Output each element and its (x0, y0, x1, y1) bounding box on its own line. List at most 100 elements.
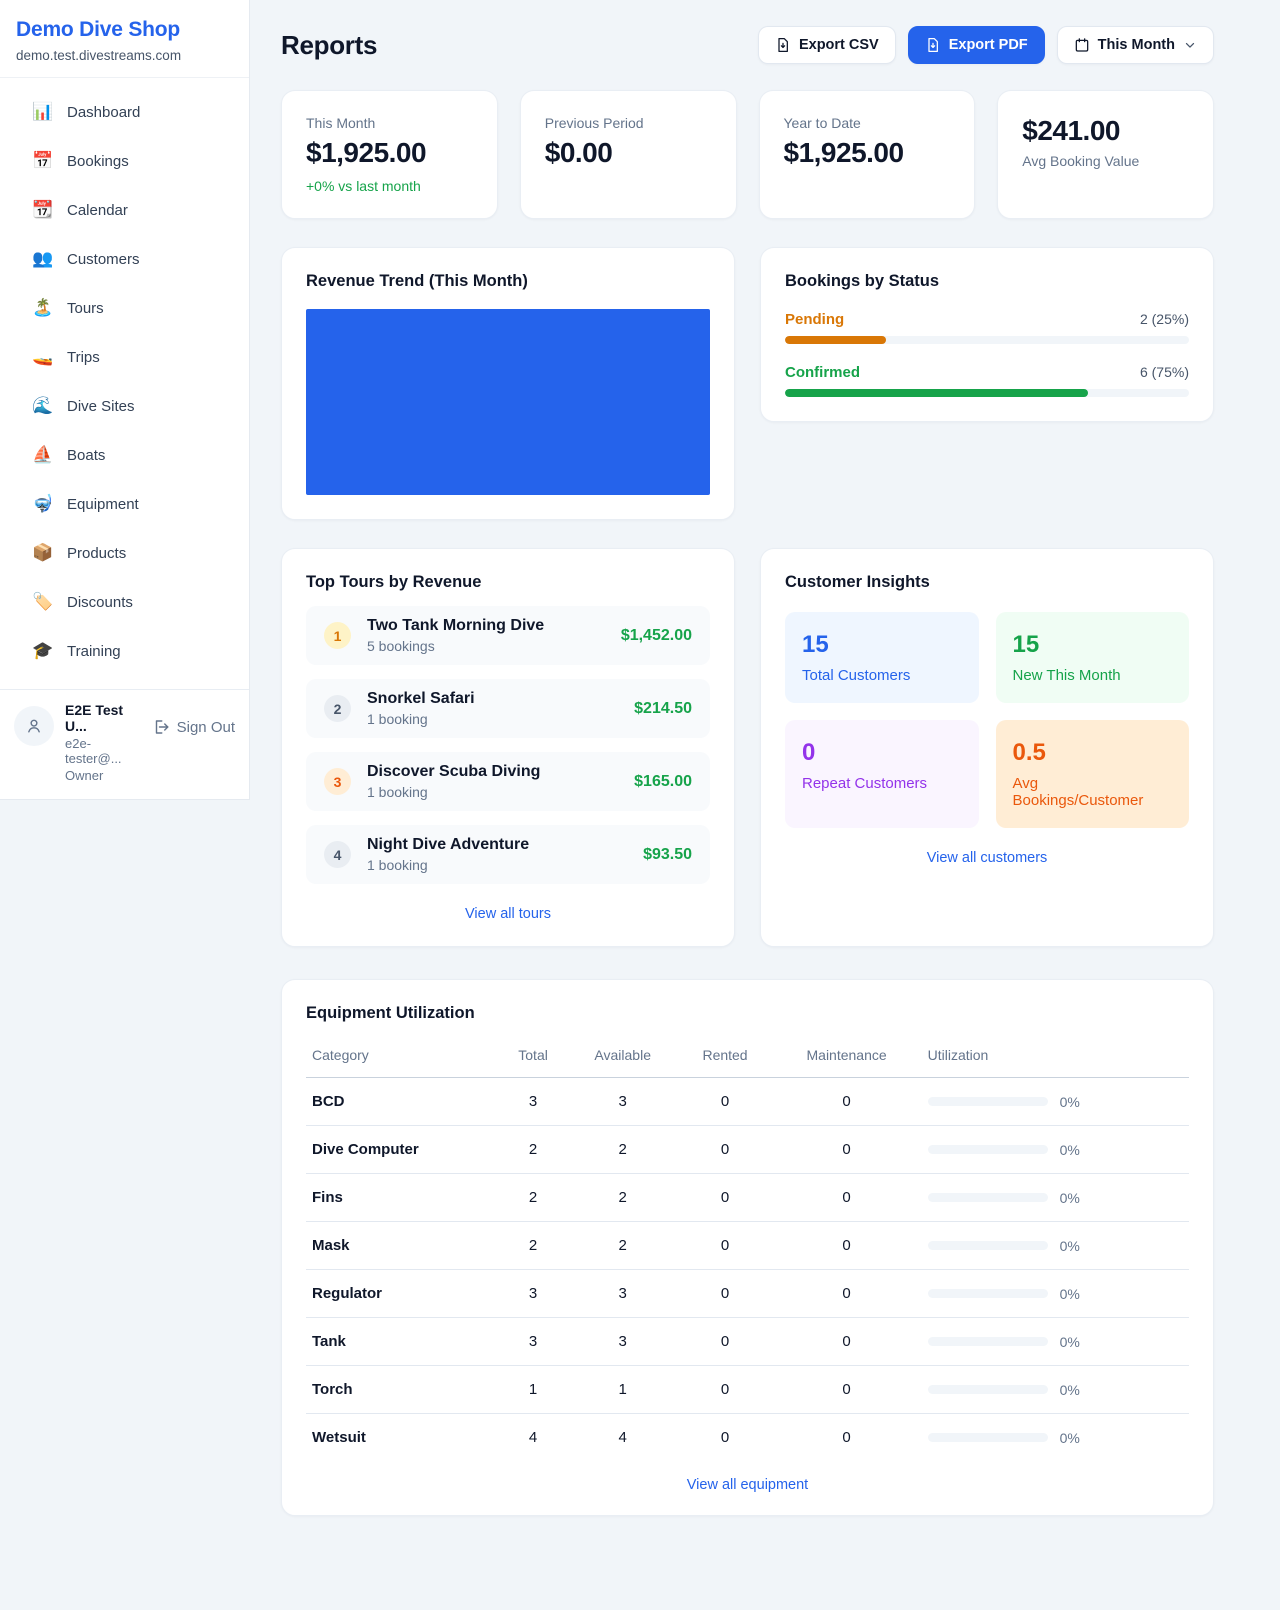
insight-tiles: 15 Total Customers 15 New This Month 0 R… (785, 612, 1189, 828)
equipment-table: Category Total Available Rented Maintena… (306, 1037, 1189, 1461)
insight-tile-repeat-customers: 0 Repeat Customers (785, 720, 979, 828)
stat-label: Previous Period (544, 115, 644, 131)
view-all-tours-link[interactable]: View all tours (306, 906, 710, 922)
sidebar-item-label: Products (67, 544, 127, 562)
sidebar-item-products[interactable]: 📦 Products (16, 533, 233, 573)
utilization-bar-track (927, 1433, 1048, 1442)
file-download-icon (778, 38, 788, 52)
export-pdf-button[interactable]: Export PDF (907, 26, 1045, 64)
tour-list-item: 2 Snorkel Safari 1 booking $214.50 (306, 679, 710, 738)
utilization-percent: 0% (1059, 1381, 1080, 1398)
status-row-pending: Pending 2 (25%) (785, 311, 1189, 344)
insight-value: 0 (802, 739, 816, 766)
tour-name: Discover Scuba Diving (367, 763, 541, 780)
utilization-bar-track (927, 1337, 1048, 1346)
cell-category: Fins (306, 1173, 500, 1222)
insight-label: Total Customers (802, 667, 911, 684)
sidebar-item-tours[interactable]: 🏝️ Tours (16, 288, 233, 328)
cell-category: Dive Computer (306, 1125, 500, 1174)
utilization-cell: 0% (927, 1094, 1183, 1110)
sidebar-item-equipment[interactable]: 🤿 Equipment (16, 484, 233, 524)
utilization-cell: 0% (927, 1430, 1183, 1446)
bookings-icon: 📅 (32, 151, 54, 170)
export-csv-button[interactable]: Export CSV (757, 26, 896, 64)
sidebar-item-dive-sites[interactable]: 🌊 Dive Sites (16, 386, 233, 426)
sidebar-item-training[interactable]: 🎓 Training (16, 631, 233, 671)
file-download-icon (928, 38, 938, 52)
cell-category: Tank (306, 1317, 500, 1366)
status-count: 2 (25%) (1139, 311, 1189, 327)
insight-label: Repeat Customers (802, 775, 928, 792)
sign-out-button[interactable]: Sign Out (152, 718, 235, 736)
cell-category: Mask (306, 1221, 500, 1270)
cell-total: 3 (499, 1269, 567, 1318)
status-count: 6 (75%) (1139, 364, 1189, 380)
sidebar-item-label: Equipment (67, 495, 139, 513)
insight-tile-total-customers: 15 Total Customers (785, 612, 979, 703)
tour-revenue: $214.50 (634, 699, 692, 717)
stat-label: This Month (306, 115, 376, 131)
tour-name: Two Tank Morning Dive (367, 617, 545, 634)
tour-bookings: 1 booking (367, 784, 428, 800)
sidebar-item-label: Training (67, 642, 121, 660)
view-all-equipment-link[interactable]: View all equipment (306, 1477, 1189, 1493)
tour-list-item: 3 Discover Scuba Diving 1 booking $165.00 (306, 752, 710, 811)
sign-out-icon (155, 720, 169, 734)
sidebar-item-boats[interactable]: ⛵ Boats (16, 435, 233, 475)
sidebar-header: Demo Dive Shop demo.test.divestreams.com (0, 0, 249, 78)
sidebar-user-section: E2E Test U... e2e-tester@... Owner Sign … (0, 689, 249, 799)
user-name: E2E Test U... (65, 702, 124, 734)
top-tours-card: Top Tours by Revenue 1 Two Tank Morning … (281, 548, 735, 947)
dive-sites-icon: 🌊 (32, 396, 54, 415)
sidebar-item-discounts[interactable]: 🏷️ Discounts (16, 582, 233, 622)
training-icon: 🎓 (32, 641, 54, 660)
user-meta: E2E Test U... e2e-tester@... Owner (65, 702, 141, 783)
cell-maintenance: 0 (842, 1429, 851, 1446)
boats-icon: ⛵ (32, 445, 54, 464)
cell-category: BCD (306, 1077, 500, 1126)
cell-maintenance: 0 (771, 1077, 922, 1126)
period-dropdown[interactable]: This Month (1056, 26, 1214, 64)
sidebar-item-label: Tours (67, 299, 104, 317)
sidebar-item-calendar[interactable]: 📆 Calendar (16, 190, 233, 230)
discounts-icon: 🏷️ (32, 592, 54, 611)
table-row: BCD 3 3 0 0 0% (306, 1077, 1189, 1126)
view-all-customers-link[interactable]: View all customers (785, 850, 1189, 866)
table-row: Tank 3 3 0 0 0% (306, 1317, 1189, 1366)
column-header-category: Category (306, 1037, 500, 1078)
column-header-utilization: Utilization (921, 1037, 1189, 1078)
cell-available: 2 (566, 1173, 679, 1222)
utilization-percent: 0% (1059, 1189, 1080, 1206)
user-role: Owner (65, 768, 104, 783)
cell-total: 3 (499, 1317, 567, 1366)
cell-available: 3 (566, 1269, 679, 1318)
top-tours-title: Top Tours by Revenue (306, 573, 482, 591)
cell-total: 3 (499, 1077, 567, 1126)
calendar-icon: 📆 (32, 200, 54, 219)
sidebar-item-bookings[interactable]: 📅 Bookings (16, 141, 233, 181)
status-bar-fill (785, 336, 886, 344)
stat-label: Year to Date (783, 115, 861, 131)
sidebar-item-gallery[interactable]: 📸Gallery (16, 680, 233, 689)
utilization-percent: 0% (1059, 1333, 1080, 1350)
utilization-percent: 0% (1059, 1141, 1080, 1158)
utilization-cell: 0% (927, 1141, 1183, 1158)
sidebar-item-trips[interactable]: 🚤 Trips (16, 337, 233, 377)
utilization-cell: 0% (927, 1238, 1183, 1254)
sidebar-item-dashboard[interactable]: 📊 Dashboard (16, 92, 233, 132)
tour-name: Snorkel Safari (367, 690, 475, 707)
cell-rented: 0 (720, 1429, 730, 1446)
tour-bookings: 1 booking (367, 711, 428, 727)
insight-value: 15 (802, 631, 829, 658)
rank-badge: 3 (324, 768, 351, 795)
utilization-cell: 0% (927, 1333, 1183, 1350)
cell-available: 3 (566, 1317, 679, 1366)
sidebar-item-customers[interactable]: 👥 Customers (16, 239, 233, 279)
table-row: Fins 2 2 0 0 0% (306, 1173, 1189, 1222)
sign-out-label: Sign Out (176, 718, 235, 736)
revenue-trend-card: Revenue Trend (This Month) (281, 247, 735, 520)
stat-card-year-to-date: Year to Date $1,925.00 (758, 90, 976, 219)
header-actions: Export CSV Export PDF This Month (757, 26, 1214, 64)
dashboard-icon: 📊 (32, 102, 54, 121)
stat-card-avg-booking-value: $241.00 Avg Booking Value (997, 90, 1214, 219)
